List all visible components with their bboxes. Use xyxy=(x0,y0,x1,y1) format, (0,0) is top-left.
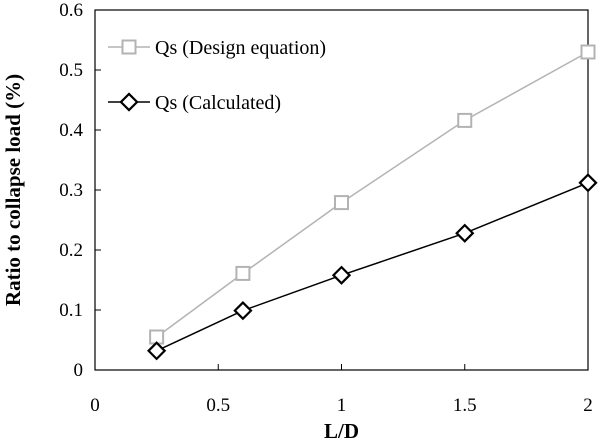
legend-label: Qs (Calculated) xyxy=(155,92,281,114)
data-point xyxy=(457,112,473,128)
x-tick-label: 2 xyxy=(583,395,593,416)
legend-marker xyxy=(119,92,139,112)
legend-entry-2: Qs (Calculated) xyxy=(108,92,281,114)
legend-marker xyxy=(121,39,137,55)
y-tick-label: 0.6 xyxy=(59,0,83,21)
data-point xyxy=(334,195,349,211)
y-tick-label: 0.5 xyxy=(59,60,83,81)
legend-label: Qs (Design equation) xyxy=(155,37,326,59)
series-layer xyxy=(147,44,598,361)
axis-ticks: 0 0.1 0.2 0.3 0.4 0.5 0.6 0 0.5 1 1.5 2 xyxy=(59,0,593,416)
data-point xyxy=(455,223,475,243)
plot-frame xyxy=(94,9,589,371)
data-point xyxy=(235,265,251,281)
data-point xyxy=(331,265,352,285)
series-2 xyxy=(147,173,598,361)
series-line xyxy=(156,182,589,352)
x-tick-label: 0 xyxy=(90,395,100,416)
x-tick-label: 1.5 xyxy=(453,395,477,416)
x-tick-label: 0.5 xyxy=(206,395,230,416)
y-axis-title: Ratio to collapse load (%) xyxy=(1,74,25,306)
x-axis-title: L/D xyxy=(324,419,359,441)
y-tick-label: 0.2 xyxy=(59,240,83,261)
x-tick-label: 1 xyxy=(337,395,347,416)
data-point xyxy=(580,44,596,60)
data-point xyxy=(147,341,167,361)
y-tick-label: 0 xyxy=(74,360,84,381)
legend-entry-1: Qs (Design equation) xyxy=(108,37,326,59)
y-tick-label: 0.1 xyxy=(59,300,83,321)
legend: Qs (Design equation) Qs (Calculated) xyxy=(108,37,326,114)
series-1 xyxy=(149,44,596,345)
data-point xyxy=(578,173,598,193)
y-tick-label: 0.3 xyxy=(59,180,83,201)
data-point xyxy=(233,300,253,321)
y-tick-label: 0.4 xyxy=(59,120,83,141)
